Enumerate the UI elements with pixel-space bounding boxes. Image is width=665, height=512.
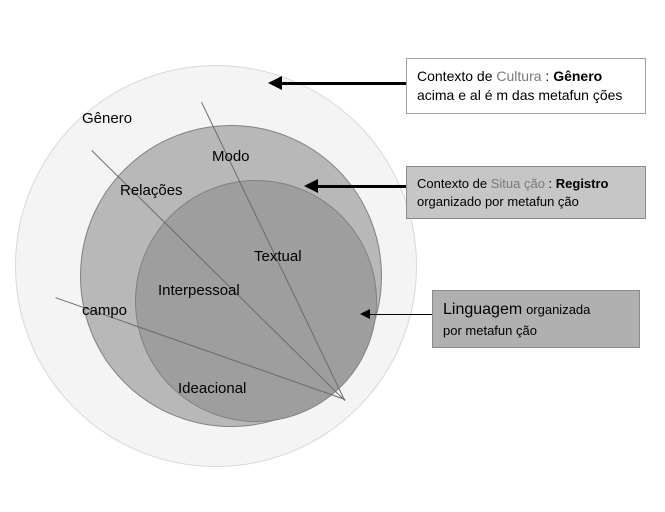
label-genero: Gênero bbox=[82, 110, 132, 128]
arrow-head-icon bbox=[360, 309, 370, 319]
callout-cultura: Contexto de Cultura : Gêneroacima e al é… bbox=[406, 58, 646, 114]
label-modo: Modo bbox=[212, 148, 250, 166]
callout-linguagem: Linguagem organizadapor metafun ção bbox=[432, 290, 640, 348]
arrow-icon bbox=[370, 314, 440, 315]
label-relacoes: Relações bbox=[120, 182, 183, 200]
diagram-stage: Gênero Modo Relações Textual Interpessoa… bbox=[0, 0, 665, 512]
arrow-icon bbox=[318, 185, 410, 188]
label-ideacional: Ideacional bbox=[178, 380, 246, 398]
arrow-head-icon bbox=[268, 76, 282, 90]
label-campo: campo bbox=[82, 302, 127, 320]
arrow-icon bbox=[282, 82, 410, 85]
arrow-head-icon bbox=[304, 179, 318, 193]
label-textual: Textual bbox=[254, 248, 302, 266]
callout-situacao: Contexto de Situa ção : Registroorganiza… bbox=[406, 166, 646, 219]
label-interpessoal: Interpessoal bbox=[158, 282, 240, 300]
